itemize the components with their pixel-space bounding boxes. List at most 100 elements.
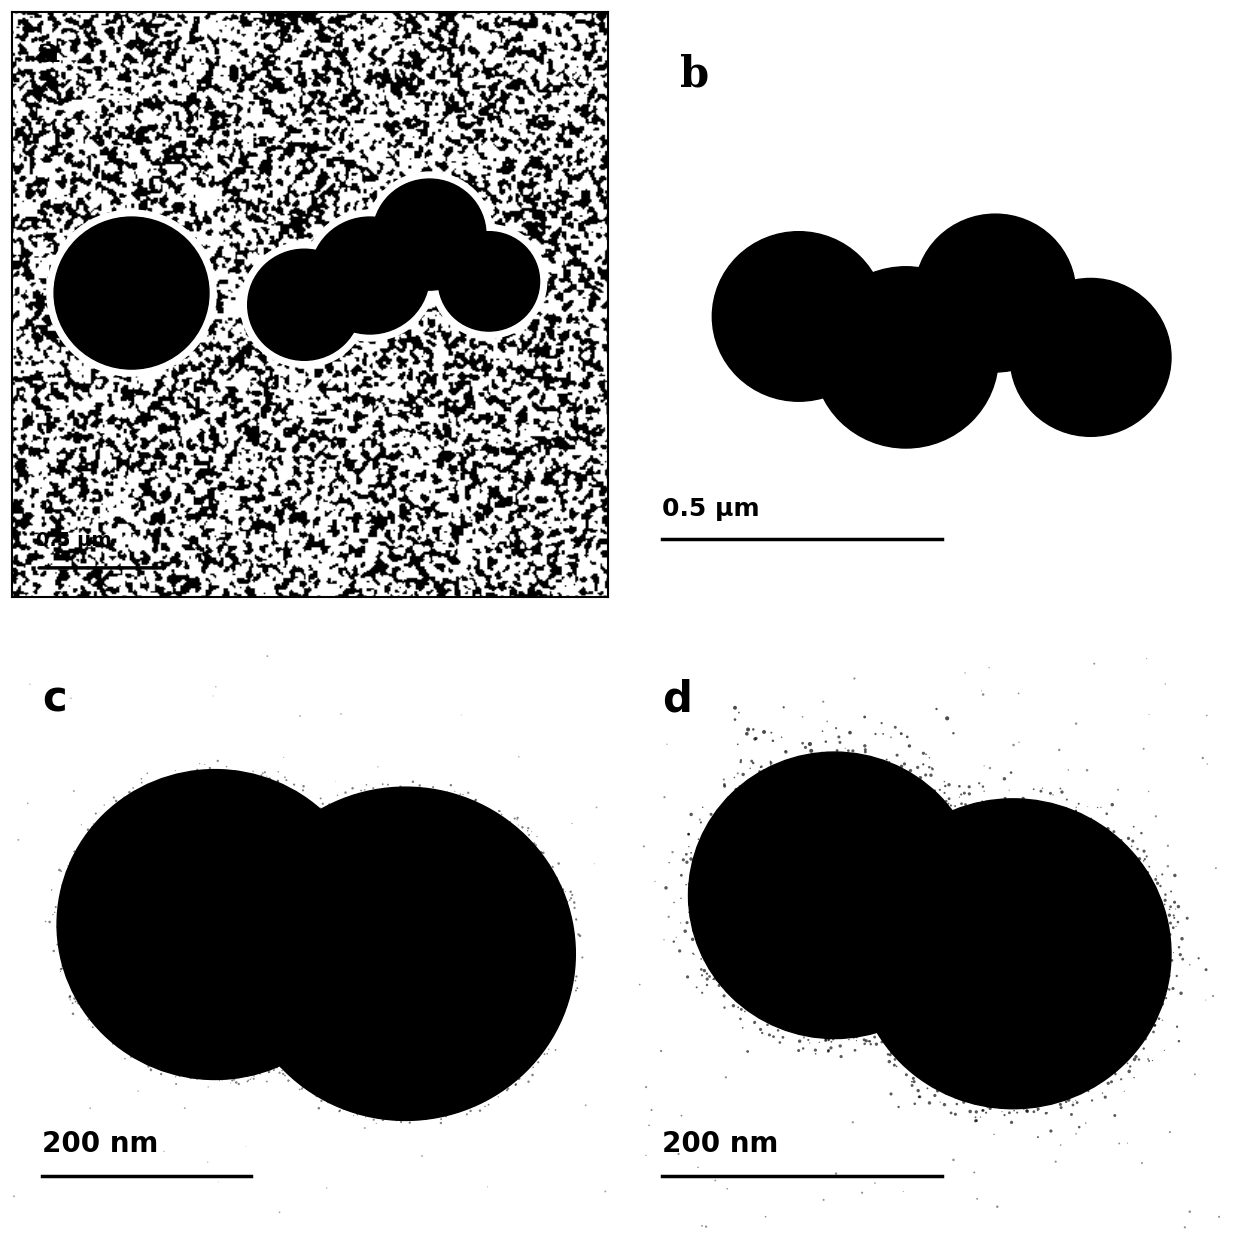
Point — [595, 1181, 615, 1201]
Point — [237, 767, 257, 787]
Point — [926, 699, 946, 719]
Point — [294, 777, 314, 797]
Point — [975, 901, 994, 921]
Point — [81, 820, 100, 840]
Point — [925, 1086, 945, 1106]
Point — [972, 887, 992, 907]
Point — [901, 1039, 921, 1059]
Point — [849, 985, 869, 1005]
Point — [972, 681, 992, 701]
Point — [1004, 1101, 1024, 1121]
Point — [298, 1040, 317, 1060]
Point — [402, 1107, 422, 1127]
Point — [694, 926, 714, 946]
Point — [947, 814, 967, 834]
Point — [908, 1081, 928, 1101]
Point — [551, 876, 570, 896]
Point — [228, 982, 248, 1001]
Point — [944, 724, 963, 743]
Point — [327, 1005, 347, 1025]
Point — [288, 1037, 308, 1057]
Point — [523, 1057, 543, 1077]
Point — [67, 985, 87, 1005]
Point — [526, 835, 546, 855]
Point — [227, 932, 247, 952]
Point — [242, 1069, 262, 1088]
Point — [570, 926, 590, 946]
Point — [894, 1005, 914, 1025]
Point — [857, 1024, 877, 1044]
Point — [239, 1004, 259, 1024]
Point — [816, 732, 836, 752]
Point — [362, 963, 382, 983]
Point — [678, 824, 698, 844]
Point — [1141, 1014, 1161, 1034]
Point — [270, 782, 290, 802]
Point — [854, 951, 874, 970]
Point — [444, 1102, 464, 1122]
Point — [898, 828, 918, 848]
Point — [250, 1064, 270, 1083]
Point — [864, 958, 884, 978]
Point — [341, 990, 361, 1010]
Point — [888, 1011, 908, 1031]
Point — [796, 762, 816, 782]
Point — [947, 848, 967, 867]
Point — [790, 761, 810, 781]
Point — [66, 992, 86, 1011]
Point — [1159, 925, 1179, 944]
Point — [86, 907, 105, 927]
Point — [919, 807, 939, 827]
Point — [973, 685, 993, 705]
Point — [687, 978, 707, 998]
Point — [815, 1016, 835, 1036]
Point — [322, 1004, 342, 1024]
Point — [198, 1077, 218, 1097]
Point — [128, 1046, 148, 1066]
Point — [883, 1040, 903, 1060]
Point — [109, 1028, 129, 1047]
Point — [914, 1070, 934, 1090]
Point — [1127, 839, 1147, 859]
Point — [923, 782, 942, 802]
Point — [259, 768, 279, 788]
Point — [497, 1072, 517, 1092]
Point — [339, 1097, 358, 1117]
Point — [255, 762, 275, 782]
Point — [678, 824, 698, 844]
Point — [745, 1013, 765, 1033]
Point — [844, 747, 864, 767]
Point — [1193, 748, 1213, 768]
Point — [745, 728, 765, 748]
Point — [903, 1076, 923, 1096]
Point — [898, 727, 918, 747]
Point — [107, 804, 126, 824]
Point — [859, 846, 879, 866]
Point — [1120, 1028, 1140, 1047]
Point — [909, 1087, 929, 1107]
Point — [1114, 860, 1133, 880]
Point — [990, 1098, 1009, 1118]
Point — [942, 957, 962, 977]
Point — [1123, 817, 1143, 836]
Point — [518, 831, 538, 851]
Point — [875, 769, 895, 789]
Point — [140, 887, 160, 907]
Point — [1018, 795, 1038, 815]
Point — [971, 1090, 991, 1109]
Point — [951, 794, 971, 814]
Point — [971, 1107, 991, 1127]
Point — [832, 912, 852, 932]
Point — [940, 800, 960, 820]
Point — [872, 990, 892, 1010]
Point — [50, 925, 69, 944]
Point — [885, 1028, 905, 1047]
Point — [1156, 674, 1176, 694]
Point — [967, 922, 987, 942]
Point — [806, 1044, 826, 1064]
Point — [694, 951, 714, 970]
Point — [223, 946, 243, 965]
Point — [713, 800, 733, 820]
Point — [939, 774, 959, 794]
Point — [651, 1041, 671, 1061]
